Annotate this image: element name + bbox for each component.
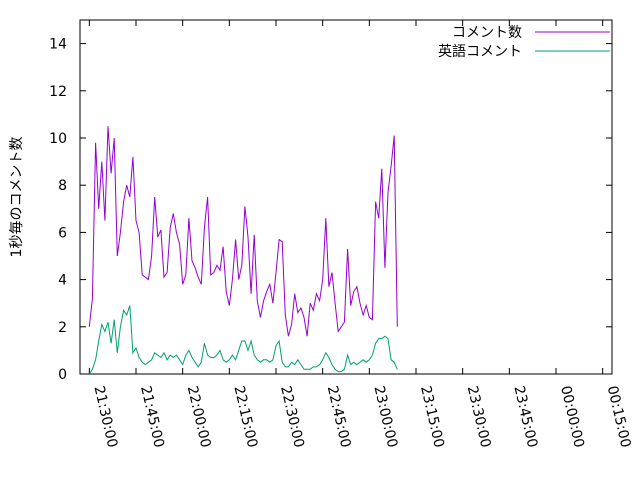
series-line-1 bbox=[88, 305, 398, 375]
y-tick-label: 8 bbox=[58, 178, 67, 194]
y-axis-ticks: 0 2 4 6 8 10 12 14 bbox=[49, 37, 612, 383]
x-tick-label: 22:15:00 bbox=[230, 384, 260, 449]
x-axis-ticks: 21:30:00 21:45:00 22:00:00 22:15:00 22:30:00… bbox=[88, 20, 634, 449]
x-tick-label: 00:00:00 bbox=[557, 384, 587, 449]
legend-label-1: 英語コメント bbox=[438, 43, 522, 60]
legend-label-0: コメント数 bbox=[452, 25, 522, 41]
y-tick-label: 12 bbox=[49, 84, 67, 100]
y-tick-label: 2 bbox=[58, 320, 67, 336]
y-axis-label: 1秒毎のコメント数 bbox=[9, 137, 25, 258]
x-tick-label: 23:30:00 bbox=[464, 384, 494, 449]
y-tick-label: 6 bbox=[58, 225, 67, 241]
x-tick-label: 23:45:00 bbox=[510, 384, 540, 449]
x-tick-label: 22:45:00 bbox=[324, 384, 354, 449]
x-tick-label: 21:30:00 bbox=[90, 384, 120, 449]
x-tick-label: 22:00:00 bbox=[184, 384, 214, 449]
y-tick-label: 14 bbox=[49, 37, 67, 53]
y-tick-label: 4 bbox=[58, 273, 67, 289]
y-tick-label: 0 bbox=[58, 367, 67, 383]
x-tick-label: 23:00:00 bbox=[370, 384, 400, 449]
x-tick-label: 22:30:00 bbox=[277, 384, 307, 449]
x-tick-label: 00:15:00 bbox=[604, 384, 634, 449]
plot-frame bbox=[79, 19, 613, 375]
series-line-0 bbox=[88, 126, 398, 337]
x-tick-label: 23:15:00 bbox=[417, 384, 447, 449]
y-tick-label: 10 bbox=[49, 131, 67, 147]
series-lines bbox=[88, 126, 398, 375]
x-tick-label: 21:45:00 bbox=[137, 384, 167, 449]
